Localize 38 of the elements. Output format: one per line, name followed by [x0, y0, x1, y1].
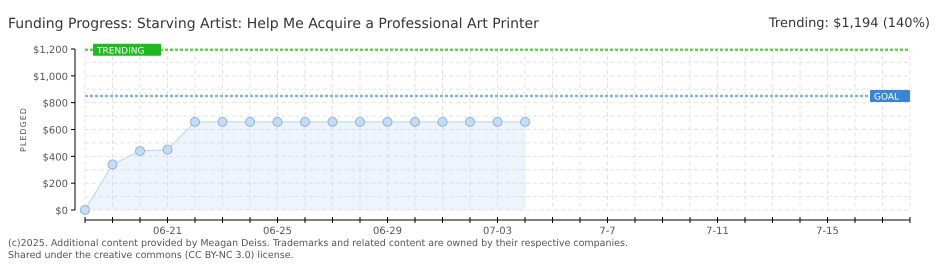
point	[328, 116, 338, 127]
point	[410, 116, 420, 127]
ref-line-label: TRENDING	[96, 46, 144, 56]
y-axis-title: PLEDGED	[19, 107, 28, 152]
x-tick-label: 06-29	[372, 226, 402, 237]
text: (c)2025. Additional content provided by Meagan Deiss. Trademarks and related content are owned by their respective companies.	[8, 238, 628, 249]
point	[162, 144, 172, 155]
y-tick-label: $0	[55, 206, 68, 217]
point	[520, 116, 530, 127]
point	[465, 116, 475, 127]
y-tick-label: $600	[42, 126, 68, 136]
y-tick-label: $200	[42, 179, 68, 190]
point	[80, 205, 90, 215]
chart-title: Funding Progress: Starving Artist: Help Me Acquire a Professional Art Printer	[8, 16, 540, 32]
ref-line-label: GOAL	[874, 92, 900, 102]
point	[438, 116, 448, 127]
x-tick-label: 7-11	[706, 226, 729, 237]
point	[355, 116, 365, 127]
y-tick-label: $1,200	[33, 45, 68, 56]
point	[300, 116, 310, 127]
y-tick-label: $400	[42, 152, 68, 164]
point	[382, 116, 392, 127]
x-tick-label: 7-15	[816, 226, 839, 237]
chart-subtitle: Trending: $1,194 (140%)	[768, 16, 930, 31]
x-tick-label: 7-7	[599, 226, 616, 237]
x-tick-label: 06-25	[262, 226, 292, 237]
point	[108, 159, 118, 170]
point	[190, 116, 200, 127]
point	[272, 116, 282, 127]
point	[135, 146, 145, 156]
point	[218, 116, 228, 127]
x-tick-label: 07-03	[482, 226, 512, 237]
y-tick-label: $1,000	[33, 72, 68, 83]
point	[245, 116, 255, 127]
x-tick-label: 06-21	[152, 226, 182, 237]
text: Shared under the creative commons (CC BY-NC 3.0) license.	[8, 250, 294, 261]
y-tick-label: $800	[42, 98, 68, 110]
point	[492, 116, 502, 127]
